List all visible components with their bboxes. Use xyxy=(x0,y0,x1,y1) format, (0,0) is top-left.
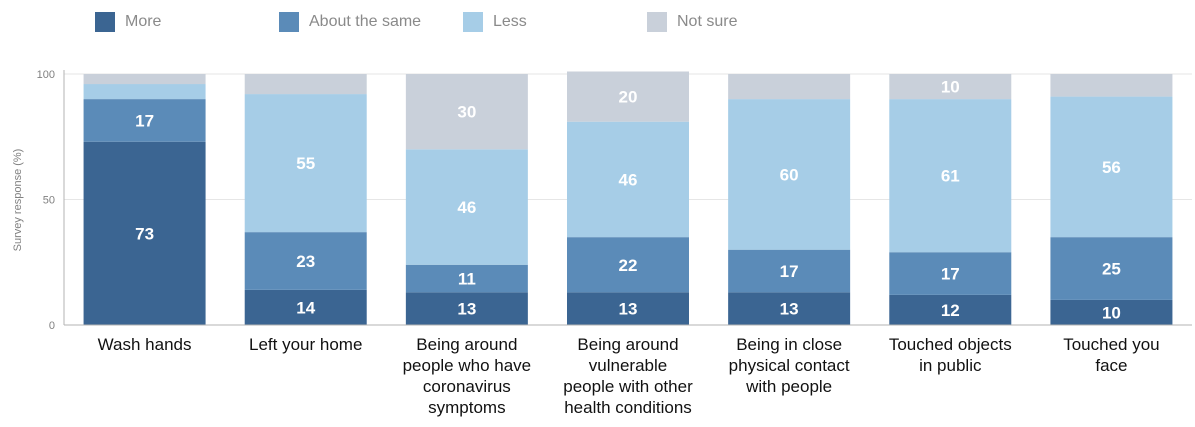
bar-segment-6-about-the-same xyxy=(889,252,1012,295)
x-category-label-3: Being around people who have coronavirus sy… xyxy=(403,335,532,417)
data-label-2-less: 55 xyxy=(296,154,315,173)
bar-segment-5-about-the-same xyxy=(728,249,851,293)
legend-swatch-less xyxy=(463,12,483,32)
x-category-label-line: symptoms xyxy=(428,398,505,417)
legend-label-about-the-same: About the same xyxy=(309,13,422,30)
x-category-label-6: Touched objects in public xyxy=(889,335,1012,375)
x-category-label-line: physical contact xyxy=(729,356,850,375)
data-label-4-not-sure: 20 xyxy=(619,88,638,107)
legend-swatch-not-sure xyxy=(647,12,667,32)
bar-segment-7-less xyxy=(1050,96,1173,238)
bar-segment-3-about-the-same xyxy=(405,264,528,293)
bar-segment-2-more xyxy=(244,289,367,325)
data-label-3-more: 13 xyxy=(457,300,476,319)
x-category-label-line: Being around xyxy=(577,335,678,354)
bar-segment-5-more xyxy=(728,292,851,325)
bar-segment-7-more xyxy=(1050,299,1173,325)
data-label-4-less: 46 xyxy=(619,170,638,189)
bar-segment-3-less xyxy=(405,149,528,265)
bar-labels: 73 17 14 23 55 13 11 46 30 13 22 46 20 13 17 60 12 17 61 10… xyxy=(135,78,1121,323)
x-category-label-line: Being around xyxy=(416,335,517,354)
bar-segment-2-about-the-same xyxy=(244,232,367,290)
x-category-label-line: Touched you xyxy=(1063,335,1159,354)
x-category-label-1: Wash hands xyxy=(98,335,192,354)
data-label-1-more: 73 xyxy=(135,224,154,243)
data-label-6-more: 12 xyxy=(941,301,960,320)
data-label-4-more: 13 xyxy=(619,300,638,319)
legend-swatch-more xyxy=(95,12,115,32)
y-tick-label-100: 100 xyxy=(37,69,55,81)
bar-segment-6-more xyxy=(889,294,1012,325)
bar-segment-4-more xyxy=(567,292,689,325)
data-label-7-less: 56 xyxy=(1102,158,1121,177)
x-category-label-line: people who have xyxy=(403,356,532,375)
bar-segment-1-more xyxy=(83,141,206,325)
data-label-6-about-the-same: 17 xyxy=(941,265,960,284)
legend: More About the same Less Not sure xyxy=(0,10,1195,34)
x-category-label-line: people with other xyxy=(563,377,693,396)
bar-segment-7-not-sure xyxy=(1050,74,1173,97)
bar-segment-3-more xyxy=(405,292,528,325)
data-label-2-about-the-same: 23 xyxy=(296,252,315,271)
bar-segment-1-less xyxy=(83,84,206,100)
legend-item-less[interactable]: Less xyxy=(463,10,527,34)
x-category-label-line: health conditions xyxy=(564,398,692,417)
data-label-7-about-the-same: 25 xyxy=(1102,260,1121,279)
bars xyxy=(83,71,1173,325)
legend-item-not-sure[interactable]: Not sure xyxy=(647,10,737,34)
bar-segment-5-not-sure xyxy=(728,74,851,100)
legend-swatch-about-the-same xyxy=(279,12,299,32)
data-label-3-not-sure: 30 xyxy=(457,103,476,122)
bar-segment-7-about-the-same xyxy=(1050,237,1173,300)
data-label-6-less: 61 xyxy=(941,167,960,186)
y-axis-label: Survey response (%) xyxy=(12,149,24,252)
x-category-label-5: Being in close physical contact with peopl… xyxy=(729,335,850,396)
data-label-7-more: 10 xyxy=(1102,303,1121,322)
bar-segment-3-not-sure xyxy=(405,74,528,150)
bar-segment-2-less xyxy=(244,94,367,233)
data-label-5-more: 13 xyxy=(780,300,799,319)
data-label-4-about-the-same: 22 xyxy=(619,256,638,275)
x-category-label-line: Touched objects xyxy=(889,335,1012,354)
bar-segment-6-not-sure xyxy=(889,74,1012,100)
x-axis: Wash hands Left your home Being around peop… xyxy=(64,324,1192,417)
legend-item-more[interactable]: More xyxy=(95,10,161,34)
legend-label-more: More xyxy=(125,13,162,30)
x-category-label-line: face xyxy=(1095,356,1127,375)
legend-label-not-sure: Not sure xyxy=(677,13,738,30)
data-label-1-about-the-same: 17 xyxy=(135,111,154,130)
y-tick-label-50: 50 xyxy=(43,195,55,207)
x-category-label-line: vulnerable xyxy=(589,356,667,375)
x-category-label-line: Wash hands xyxy=(98,335,192,354)
x-category-label-line: coronavirus xyxy=(423,377,511,396)
data-label-5-less: 60 xyxy=(780,165,799,184)
data-label-6-not-sure: 10 xyxy=(941,78,960,97)
x-category-label-4: Being around vulnerable people with other h… xyxy=(563,335,693,417)
data-label-5-about-the-same: 17 xyxy=(780,262,799,281)
x-category-label-2: Left your home xyxy=(249,335,362,354)
bar-segment-1-not-sure xyxy=(83,74,206,85)
y-tick-label-0: 0 xyxy=(49,320,55,332)
bar-segment-4-less xyxy=(567,121,689,238)
legend-item-about-the-same[interactable]: About the same xyxy=(279,10,421,34)
bar-segment-4-about-the-same xyxy=(567,237,689,293)
data-label-2-more: 14 xyxy=(296,298,315,317)
y-axis: 0 50 100 xyxy=(37,69,65,332)
data-label-3-about-the-same: 11 xyxy=(458,270,476,289)
x-category-label-line: Being in close xyxy=(736,335,842,354)
x-category-label-line: Left your home xyxy=(249,335,362,354)
bar-segment-5-less xyxy=(728,99,851,250)
bar-segment-2-not-sure xyxy=(244,74,367,95)
legend-label-less: Less xyxy=(493,13,527,30)
bar-segment-1-about-the-same xyxy=(83,99,206,142)
bar-segment-6-less xyxy=(889,99,1012,253)
x-category-label-line: with people xyxy=(745,377,832,396)
data-label-3-less: 46 xyxy=(457,198,476,217)
bar-segment-4-not-sure xyxy=(567,71,689,122)
x-category-label-7: Touched you face xyxy=(1063,335,1159,375)
x-category-label-line: in public xyxy=(919,356,982,375)
